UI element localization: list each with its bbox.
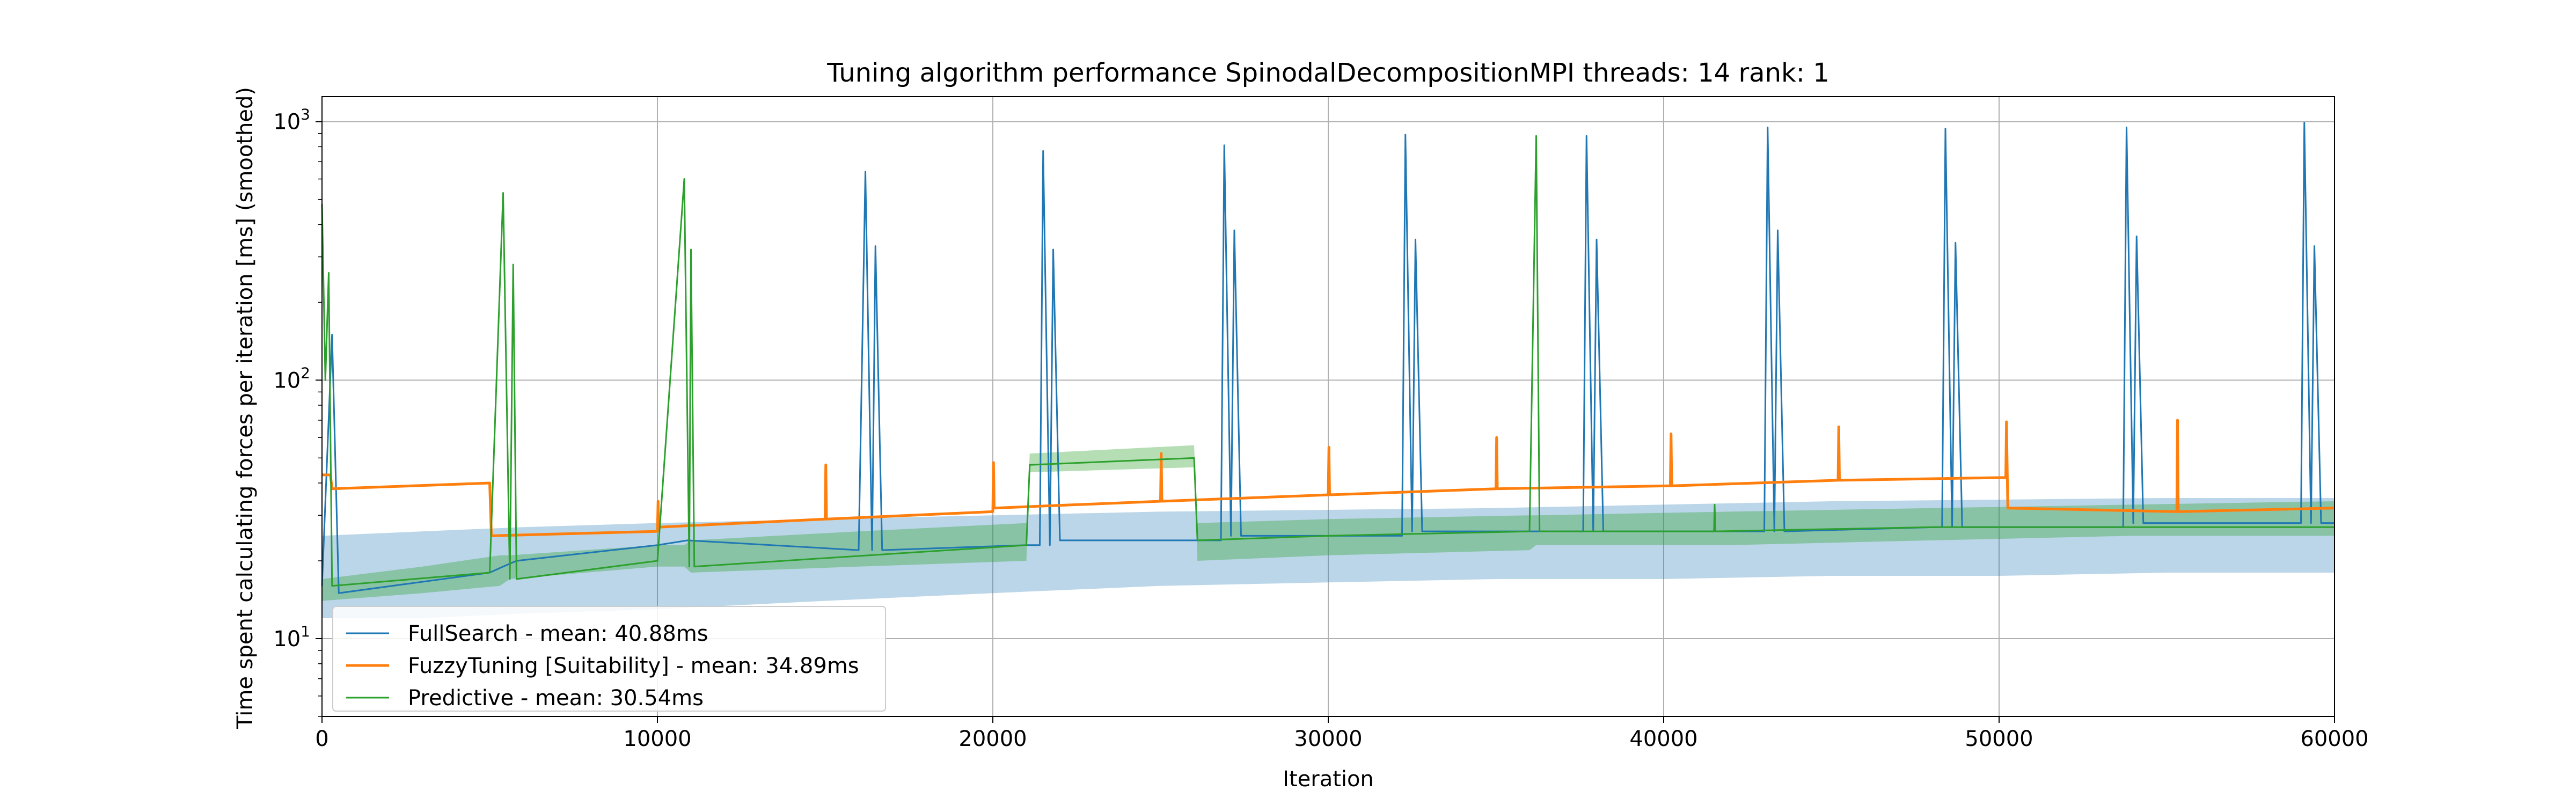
y-tick-label: 101	[273, 623, 310, 652]
legend-label-2: Predictive - mean: 30.54ms	[408, 686, 704, 711]
x-tick-label: 40000	[1629, 727, 1697, 751]
x-tick-label: 60000	[2300, 727, 2368, 751]
x-tick-label: 30000	[1294, 727, 1362, 751]
y-tick-label: 102	[273, 364, 310, 393]
y-axis-label: Time spent calculating forces per iterat…	[233, 87, 258, 729]
series-band-0	[322, 497, 2334, 618]
series-band-2	[322, 445, 2334, 601]
legend-label-0: FullSearch - mean: 40.88ms	[408, 621, 708, 646]
legend: FullSearch - mean: 40.88ms FuzzyTuning [S…	[332, 606, 886, 712]
legend-box	[332, 606, 886, 712]
x-tick-label: 50000	[1965, 727, 2033, 751]
confidence-bands	[322, 445, 2334, 618]
chart-title: Tuning algorithm performance SpinodalDec…	[826, 58, 1829, 88]
series-lines	[321, 122, 2335, 594]
legend-label-1: FuzzyTuning [Suitability] - mean: 34.89m…	[408, 654, 859, 678]
x-tick-label: 20000	[958, 727, 1027, 751]
x-axis-label: Iteration	[1283, 767, 1374, 792]
x-tick-label: 0	[315, 727, 328, 751]
series-line-1	[322, 419, 2335, 537]
y-tick-label: 103	[273, 106, 310, 135]
x-tick-label: 10000	[623, 727, 691, 751]
axis-ticks: 0 10000 20000 30000 40000 50000 60000 101 102 103	[273, 106, 2368, 751]
series-line-2	[321, 135, 2334, 587]
